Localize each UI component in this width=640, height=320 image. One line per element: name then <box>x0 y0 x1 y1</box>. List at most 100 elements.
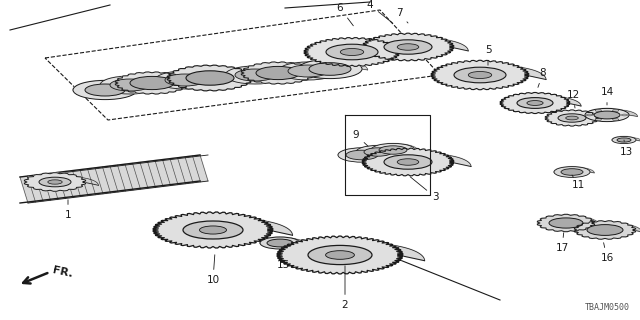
Polygon shape <box>170 66 260 80</box>
Ellipse shape <box>73 80 137 100</box>
Polygon shape <box>308 39 415 56</box>
Text: 4: 4 <box>367 0 393 23</box>
Ellipse shape <box>267 239 293 247</box>
Ellipse shape <box>39 177 71 187</box>
Ellipse shape <box>561 169 583 175</box>
Polygon shape <box>260 237 306 244</box>
Ellipse shape <box>612 109 619 111</box>
Ellipse shape <box>288 65 328 77</box>
Ellipse shape <box>595 119 602 121</box>
Polygon shape <box>612 136 640 141</box>
Ellipse shape <box>585 108 629 122</box>
Ellipse shape <box>397 159 419 165</box>
Ellipse shape <box>566 116 579 120</box>
Text: FR.: FR. <box>52 265 74 279</box>
Polygon shape <box>435 61 546 79</box>
Polygon shape <box>115 72 189 94</box>
Ellipse shape <box>308 245 372 265</box>
Ellipse shape <box>110 79 150 91</box>
Polygon shape <box>298 60 367 70</box>
Polygon shape <box>241 62 315 84</box>
Ellipse shape <box>586 114 593 116</box>
Ellipse shape <box>468 71 492 78</box>
Ellipse shape <box>379 146 407 154</box>
Ellipse shape <box>621 114 628 116</box>
Polygon shape <box>100 76 163 85</box>
Text: 12: 12 <box>566 90 580 108</box>
Ellipse shape <box>298 60 362 79</box>
Ellipse shape <box>549 218 583 228</box>
Ellipse shape <box>155 71 215 89</box>
Ellipse shape <box>225 66 285 84</box>
Polygon shape <box>244 63 321 75</box>
Ellipse shape <box>278 62 338 80</box>
Polygon shape <box>577 222 640 232</box>
Ellipse shape <box>527 100 543 105</box>
Polygon shape <box>24 173 86 191</box>
Ellipse shape <box>340 49 364 55</box>
Ellipse shape <box>454 67 506 83</box>
Ellipse shape <box>356 145 400 159</box>
Ellipse shape <box>183 221 243 239</box>
Text: 6: 6 <box>337 3 353 26</box>
Ellipse shape <box>587 225 623 236</box>
Polygon shape <box>548 111 607 120</box>
Ellipse shape <box>558 114 586 122</box>
Polygon shape <box>540 215 599 225</box>
Polygon shape <box>585 108 637 116</box>
Polygon shape <box>554 167 594 173</box>
Polygon shape <box>362 148 454 176</box>
Polygon shape <box>366 35 468 51</box>
Polygon shape <box>500 92 570 114</box>
Text: 9: 9 <box>353 130 368 146</box>
Polygon shape <box>304 38 400 66</box>
Ellipse shape <box>346 150 378 160</box>
Ellipse shape <box>612 119 619 121</box>
Polygon shape <box>362 33 454 61</box>
Polygon shape <box>118 73 195 85</box>
Ellipse shape <box>364 148 392 156</box>
Ellipse shape <box>595 109 602 111</box>
Polygon shape <box>366 149 471 166</box>
Polygon shape <box>20 155 208 203</box>
Text: 7: 7 <box>396 8 408 23</box>
Ellipse shape <box>260 237 300 249</box>
Text: 13: 13 <box>620 140 632 157</box>
Text: 10: 10 <box>207 255 220 285</box>
Text: 8: 8 <box>538 68 547 87</box>
Ellipse shape <box>384 155 432 169</box>
Polygon shape <box>431 60 529 90</box>
Text: 1: 1 <box>65 200 71 220</box>
Ellipse shape <box>617 138 631 142</box>
Ellipse shape <box>235 69 275 81</box>
Ellipse shape <box>397 44 419 50</box>
Text: 5: 5 <box>484 45 492 65</box>
Polygon shape <box>278 62 342 72</box>
Text: 15: 15 <box>276 253 290 270</box>
Polygon shape <box>73 80 143 91</box>
Ellipse shape <box>165 74 205 86</box>
Text: 3: 3 <box>410 177 438 202</box>
Ellipse shape <box>100 76 160 94</box>
Polygon shape <box>545 110 599 126</box>
Ellipse shape <box>594 111 620 119</box>
Polygon shape <box>27 174 99 185</box>
Ellipse shape <box>612 136 636 144</box>
Polygon shape <box>155 71 218 81</box>
Ellipse shape <box>48 180 62 184</box>
Polygon shape <box>225 66 289 76</box>
Ellipse shape <box>309 63 351 75</box>
Text: 16: 16 <box>600 243 614 263</box>
Polygon shape <box>356 145 403 152</box>
Ellipse shape <box>371 143 415 156</box>
Ellipse shape <box>326 44 378 60</box>
Text: 17: 17 <box>556 233 568 253</box>
Text: 2: 2 <box>342 266 348 310</box>
Ellipse shape <box>256 66 300 80</box>
Ellipse shape <box>200 226 227 234</box>
Polygon shape <box>282 238 424 261</box>
Ellipse shape <box>326 251 355 259</box>
Polygon shape <box>503 93 581 106</box>
Polygon shape <box>537 214 595 232</box>
Ellipse shape <box>85 84 125 96</box>
